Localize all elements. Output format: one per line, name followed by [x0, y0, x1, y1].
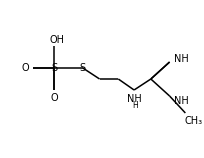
- Text: NH: NH: [127, 94, 141, 104]
- Text: H: H: [132, 101, 138, 110]
- Text: O: O: [50, 93, 58, 103]
- Text: CH₃: CH₃: [184, 116, 202, 126]
- Text: NH: NH: [174, 96, 189, 106]
- Text: S: S: [51, 63, 57, 73]
- Text: OH: OH: [50, 35, 65, 45]
- Text: S: S: [80, 63, 86, 73]
- Text: NH: NH: [174, 54, 189, 64]
- Text: O: O: [22, 63, 29, 73]
